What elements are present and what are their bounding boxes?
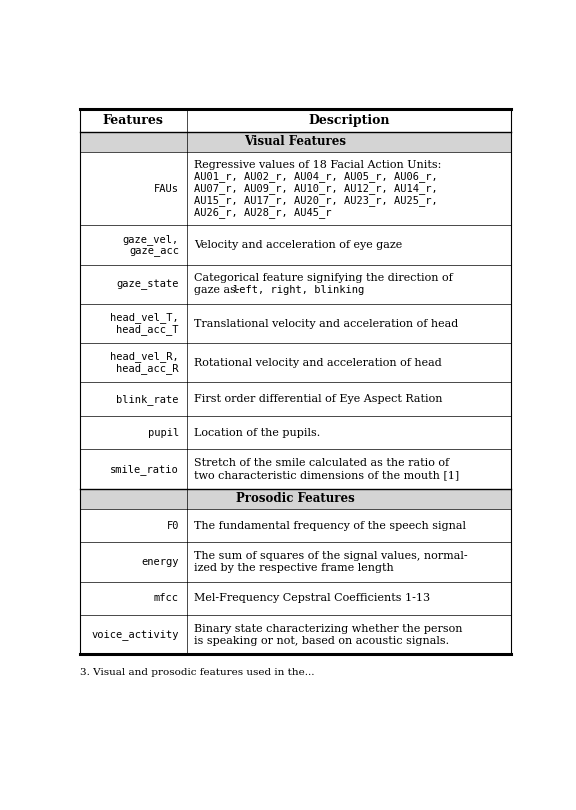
- Bar: [79, 450, 511, 488]
- Text: head_acc_R: head_acc_R: [116, 364, 179, 374]
- Bar: [79, 225, 511, 265]
- Text: Stretch of the smile calculated as the ratio of: Stretch of the smile calculated as the r…: [195, 458, 450, 468]
- Bar: [79, 542, 511, 582]
- Text: head_vel_T,: head_vel_T,: [110, 312, 179, 323]
- Text: gaze_vel,: gaze_vel,: [123, 233, 179, 245]
- Text: Regressive values of 18 Facial Action Units:: Regressive values of 18 Facial Action Un…: [195, 160, 442, 170]
- Bar: [79, 488, 511, 509]
- Text: gaze as-: gaze as-: [195, 285, 244, 296]
- Text: left, right, blinking: left, right, blinking: [233, 285, 364, 296]
- Text: is speaking or not, based on acoustic signals.: is speaking or not, based on acoustic si…: [195, 636, 450, 646]
- Text: F0: F0: [166, 521, 179, 531]
- Text: voice_activity: voice_activity: [92, 629, 179, 640]
- Bar: [79, 509, 511, 542]
- Text: Binary state characterizing whether the person: Binary state characterizing whether the …: [195, 624, 463, 633]
- Bar: [79, 304, 511, 343]
- Text: pupil: pupil: [147, 428, 179, 437]
- Text: Mel-Frequency Cepstral Coefficients 1-13: Mel-Frequency Cepstral Coefficients 1-13: [195, 593, 431, 603]
- Bar: [79, 132, 511, 151]
- Bar: [79, 343, 511, 382]
- Text: energy: energy: [142, 557, 179, 567]
- Bar: [79, 109, 511, 132]
- Text: FAUs: FAUs: [154, 184, 179, 194]
- Text: Translational velocity and acceleration of head: Translational velocity and acceleration …: [195, 318, 458, 329]
- Text: mfcc: mfcc: [154, 593, 179, 603]
- Text: gaze_state: gaze_state: [116, 279, 179, 289]
- Text: two characteristic dimensions of the mouth [1]: two characteristic dimensions of the mou…: [195, 470, 460, 480]
- Bar: [79, 382, 511, 416]
- Text: Description: Description: [308, 113, 389, 127]
- Bar: [79, 265, 511, 304]
- Bar: [79, 416, 511, 450]
- Text: AU01_r, AU02_r, AU04_r, AU05_r, AU06_r,: AU01_r, AU02_r, AU04_r, AU05_r, AU06_r,: [195, 171, 438, 182]
- Text: blink_rate: blink_rate: [116, 394, 179, 405]
- Bar: [79, 151, 511, 225]
- Text: AU07_r, AU09_r, AU10_r, AU12_r, AU14_r,: AU07_r, AU09_r, AU10_r, AU12_r, AU14_r,: [195, 183, 438, 194]
- Text: ized by the respective frame length: ized by the respective frame length: [195, 563, 394, 573]
- Text: Velocity and acceleration of eye gaze: Velocity and acceleration of eye gaze: [195, 240, 403, 250]
- Text: Categorical feature signifying the direction of: Categorical feature signifying the direc…: [195, 273, 453, 284]
- Text: head_vel_R,: head_vel_R,: [110, 352, 179, 362]
- Text: gaze_acc: gaze_acc: [129, 246, 179, 256]
- Text: Visual Features: Visual Features: [244, 135, 346, 148]
- Text: Features: Features: [103, 113, 164, 127]
- Text: 3. Visual and prosodic features used in the...: 3. Visual and prosodic features used in …: [79, 668, 314, 677]
- Text: First order differential of Eye Aspect Ration: First order differential of Eye Aspect R…: [195, 394, 443, 404]
- Bar: [79, 582, 511, 615]
- Text: Location of the pupils.: Location of the pupils.: [195, 428, 321, 437]
- Text: Prosodic Features: Prosodic Features: [236, 492, 355, 505]
- Text: The sum of squares of the signal values, normal-: The sum of squares of the signal values,…: [195, 551, 468, 561]
- Text: smile_ratio: smile_ratio: [110, 463, 179, 475]
- Text: The fundamental frequency of the speech signal: The fundamental frequency of the speech …: [195, 521, 467, 531]
- Text: AU15_r, AU17_r, AU20_r, AU23_r, AU25_r,: AU15_r, AU17_r, AU20_r, AU23_r, AU25_r,: [195, 195, 438, 206]
- Text: head_acc_T: head_acc_T: [116, 324, 179, 335]
- Bar: [79, 615, 511, 654]
- Text: Rotational velocity and acceleration of head: Rotational velocity and acceleration of …: [195, 358, 442, 368]
- Text: AU26_r, AU28_r, AU45_r: AU26_r, AU28_r, AU45_r: [195, 207, 332, 218]
